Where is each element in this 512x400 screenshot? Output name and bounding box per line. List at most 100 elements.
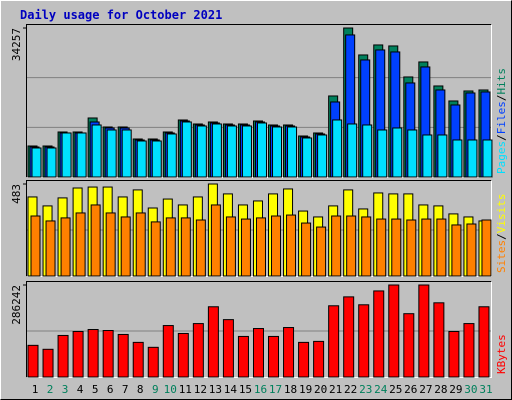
bar <box>76 132 87 178</box>
bar <box>463 323 475 378</box>
bar <box>332 119 343 178</box>
bar <box>331 215 342 277</box>
bar <box>121 129 132 178</box>
bar <box>466 223 477 277</box>
bar <box>46 147 57 178</box>
bar <box>418 284 430 378</box>
bar <box>42 348 54 378</box>
x-tick-label: 29 <box>449 383 462 396</box>
bar <box>388 284 400 378</box>
legend-entry: Sites <box>495 240 508 273</box>
legend-entry: KBytes <box>495 334 508 374</box>
x-tick-label: 6 <box>107 383 114 396</box>
bar <box>240 218 251 277</box>
bar <box>180 217 191 277</box>
bar <box>403 313 415 378</box>
bar <box>136 140 147 178</box>
bar <box>407 129 418 178</box>
legend-entry: Hits <box>495 68 508 95</box>
bar <box>241 125 252 178</box>
x-tick-label: 2 <box>47 383 54 396</box>
bar <box>467 139 478 178</box>
bar <box>105 212 116 277</box>
panel-border-dark <box>26 281 492 378</box>
bar <box>226 125 237 178</box>
bar <box>181 121 192 178</box>
bar <box>87 329 99 378</box>
bar <box>91 124 102 178</box>
bar <box>391 218 402 277</box>
x-tick-label: 14 <box>224 383 238 396</box>
x-tick-label: 13 <box>209 383 222 396</box>
bar <box>177 332 189 378</box>
bar <box>436 218 447 277</box>
bar <box>165 217 176 277</box>
legend-separator: / <box>495 233 508 240</box>
x-tick-label: 12 <box>194 383 207 396</box>
bar <box>482 139 493 178</box>
legend-separator: / <box>495 95 508 102</box>
bar <box>421 218 432 277</box>
bar <box>135 212 146 277</box>
bar <box>61 132 72 178</box>
panel-border-dark <box>26 180 492 277</box>
x-tick-label: 7 <box>122 383 129 396</box>
bar <box>60 217 71 277</box>
bar <box>255 217 266 277</box>
bar <box>317 134 328 178</box>
bar <box>343 296 355 378</box>
bar <box>117 333 129 378</box>
x-tick-label: 22 <box>344 383 357 396</box>
x-tick-label: 17 <box>269 383 282 396</box>
bar <box>256 122 267 178</box>
x-tick-label: 21 <box>329 383 342 396</box>
bar <box>57 334 69 378</box>
bar <box>147 346 159 378</box>
bar <box>392 127 403 178</box>
bar <box>433 302 445 378</box>
x-tick-label: 25 <box>389 383 402 396</box>
legend-separator: / <box>495 134 508 141</box>
x-tick-label: 27 <box>419 383 432 396</box>
bar <box>361 216 372 277</box>
panel-border-dark <box>26 24 492 178</box>
bar <box>302 137 313 178</box>
bar <box>298 341 310 378</box>
bar <box>192 323 204 378</box>
bar <box>222 319 234 378</box>
bar <box>283 327 295 378</box>
bar <box>210 204 221 277</box>
chart-title: Daily usage for October 2021 <box>20 8 222 22</box>
bar <box>451 224 462 277</box>
legend-entry: Files <box>495 101 508 134</box>
bar <box>328 305 340 378</box>
x-tick-label: 4 <box>77 383 84 396</box>
bar <box>207 306 219 378</box>
x-tick-label: 9 <box>152 383 159 396</box>
bar <box>287 126 298 178</box>
bar <box>120 216 131 277</box>
bar <box>481 219 492 277</box>
y-tick-label: 483 <box>10 184 23 204</box>
bar <box>132 341 144 378</box>
bar <box>313 340 325 378</box>
bar <box>362 124 373 178</box>
bar <box>358 304 370 378</box>
bar <box>252 328 264 378</box>
bar <box>196 125 207 178</box>
x-tick-label: 23 <box>359 383 372 396</box>
bar <box>347 123 358 178</box>
legend-entry: Pages <box>495 141 508 174</box>
x-tick-label: 31 <box>479 383 492 396</box>
legend: KBytes <box>495 334 508 374</box>
bar <box>31 147 42 178</box>
bar <box>102 330 114 378</box>
x-tick-label: 8 <box>137 383 144 396</box>
y-tick-label: 286242 <box>10 285 23 325</box>
bar <box>406 219 417 277</box>
legend-entry: Visits <box>495 194 508 234</box>
bar <box>27 344 39 378</box>
bar <box>225 216 236 277</box>
x-tick-label: 30 <box>464 383 477 396</box>
panel-border-light <box>26 281 492 378</box>
